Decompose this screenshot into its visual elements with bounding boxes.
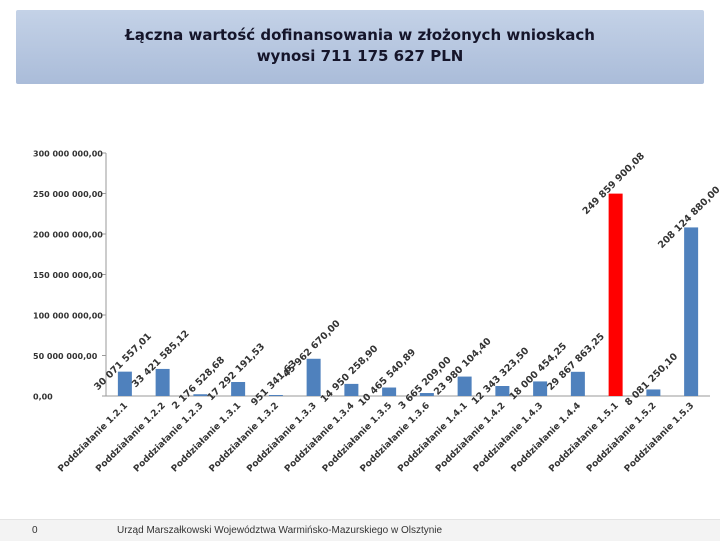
y-tick-label: 150 000 000,00 bbox=[33, 271, 103, 280]
bar bbox=[608, 193, 623, 396]
bar bbox=[419, 393, 434, 396]
y-tick-label: 0,00 bbox=[33, 393, 53, 402]
y-tick-label: 250 000 000,00 bbox=[33, 190, 103, 199]
chart-title-line-1: Łączna wartość dofinansowania w złożonyc… bbox=[125, 26, 595, 44]
bar bbox=[495, 386, 510, 396]
x-tick-label: Poddziałanie 1.4.1 bbox=[396, 401, 469, 474]
page-number: 0 bbox=[32, 525, 38, 536]
footer-organization: Urząd Marszałkowski Województwa Warmińsk… bbox=[117, 525, 443, 536]
y-tick-label: 100 000 000,00 bbox=[33, 312, 103, 321]
bar bbox=[382, 387, 397, 396]
bar bbox=[231, 381, 246, 396]
x-tick-label: Poddziałanie 1.3.2 bbox=[208, 401, 281, 474]
bar bbox=[193, 394, 208, 396]
x-tick-label: Poddziałanie 1.3.6 bbox=[359, 401, 432, 474]
bar bbox=[306, 358, 321, 396]
x-tick-label: Poddziałanie 1.5.1 bbox=[547, 401, 620, 474]
chart-title-line-2: wynosi 711 175 627 PLN bbox=[256, 47, 464, 65]
x-tick-label: Poddziałanie 1.4.4 bbox=[510, 401, 583, 474]
x-tick-label: Poddziałanie 1.2.1 bbox=[57, 401, 130, 474]
x-tick-label: Poddziałanie 1.5.2 bbox=[585, 401, 658, 474]
x-tick-label: Poddziałanie 1.5.3 bbox=[623, 401, 696, 474]
x-tick-label: Poddziałanie 1.4.2 bbox=[434, 401, 507, 474]
x-tick-label: Poddziałanie 1.3.4 bbox=[283, 401, 356, 474]
x-tick-label: Poddziałanie 1.3.3 bbox=[245, 401, 318, 474]
x-tick-label: Poddziałanie 1.3.5 bbox=[321, 401, 394, 474]
bar bbox=[155, 368, 170, 396]
bar bbox=[117, 371, 132, 396]
bar bbox=[533, 381, 548, 396]
y-tick-label: 50 000 000,00 bbox=[33, 352, 98, 361]
bar bbox=[457, 376, 472, 396]
x-tick-label: Poddziałanie 1.4.3 bbox=[472, 401, 545, 474]
x-tick-label: Poddziałanie 1.2.2 bbox=[94, 401, 167, 474]
bar bbox=[570, 371, 585, 396]
x-tick-label: Poddziałanie 1.2.3 bbox=[132, 401, 205, 474]
y-tick-label: 300 000 000,00 bbox=[33, 150, 103, 159]
data-label: 8 081 250,10 bbox=[623, 351, 680, 408]
x-tick-label: Poddziałanie 1.3.1 bbox=[170, 401, 243, 474]
bar bbox=[684, 227, 699, 396]
bar-chart: 0,00 50 000 000,00 100 000 000,00 150 000 0… bbox=[33, 150, 720, 475]
title-banner: Łączna wartość dofinansowania w złożonyc… bbox=[16, 10, 704, 84]
bar bbox=[646, 389, 661, 396]
bar bbox=[344, 383, 359, 396]
y-tick-label: 200 000 000,00 bbox=[33, 231, 103, 240]
footer-bar bbox=[0, 519, 720, 541]
bar bbox=[268, 395, 283, 396]
